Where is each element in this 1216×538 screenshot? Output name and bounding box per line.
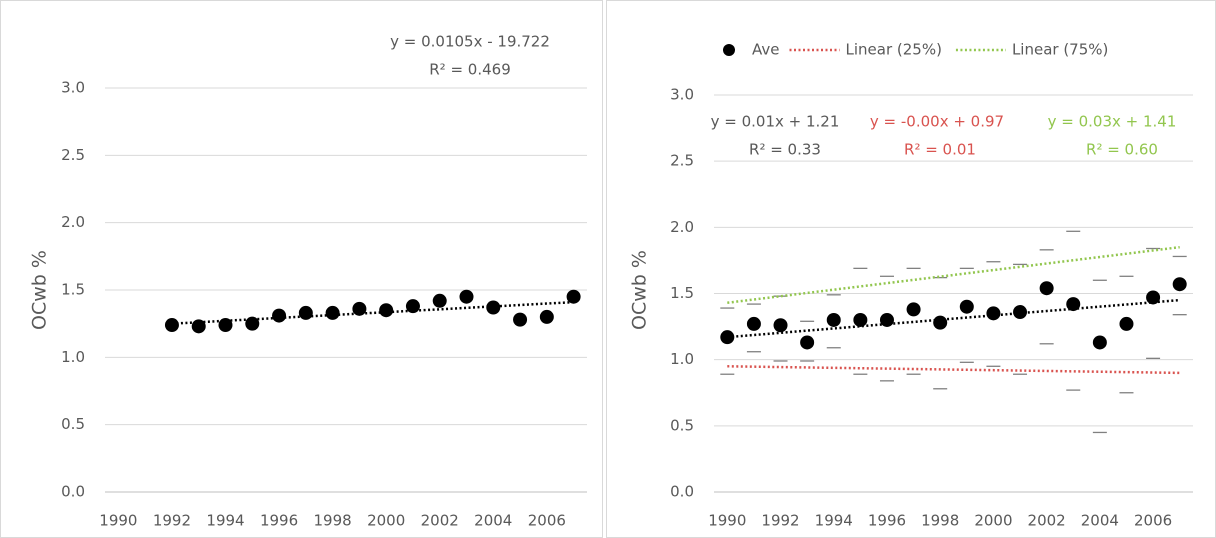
legend-marker bbox=[723, 44, 735, 56]
data-point bbox=[1013, 305, 1028, 320]
data-point bbox=[773, 318, 788, 333]
y-axis-title: OCwb % bbox=[29, 250, 51, 330]
legend-label: Linear (25%) bbox=[846, 41, 942, 59]
x-tick-label: 2006 bbox=[1134, 512, 1172, 530]
x-tick-label: 2004 bbox=[474, 512, 512, 530]
x-tick-label: 1996 bbox=[260, 512, 298, 530]
x-tick-label: 2000 bbox=[367, 512, 405, 530]
data-point bbox=[325, 305, 340, 320]
data-point bbox=[746, 316, 761, 331]
x-tick-label: 1990 bbox=[99, 512, 137, 530]
data-point bbox=[1039, 281, 1054, 296]
x-tick-label: 2002 bbox=[1028, 512, 1066, 530]
data-point bbox=[800, 335, 815, 350]
data-point bbox=[566, 289, 581, 304]
y-tick-label: 0.5 bbox=[670, 416, 694, 434]
data-point bbox=[879, 312, 894, 327]
trendline bbox=[727, 365, 1180, 375]
data-point bbox=[432, 293, 447, 308]
y-tick-label: 3.0 bbox=[61, 79, 85, 97]
x-tick-label: 2000 bbox=[974, 512, 1012, 530]
data-point bbox=[906, 302, 921, 317]
data-point bbox=[1092, 335, 1107, 350]
data-point bbox=[352, 301, 367, 316]
x-tick-label: 1998 bbox=[921, 512, 959, 530]
data-point bbox=[298, 305, 313, 320]
legend-label: Linear (75%) bbox=[1012, 41, 1108, 59]
trendline bbox=[727, 298, 1180, 339]
trendline-r-squared: R² = 0.60 bbox=[1086, 141, 1158, 159]
trendline-r-squared: R² = 0.469 bbox=[429, 61, 510, 79]
data-point bbox=[959, 299, 974, 314]
y-tick-label: 2.5 bbox=[61, 146, 85, 164]
data-point bbox=[272, 308, 287, 323]
data-point bbox=[379, 303, 394, 318]
trendline-equation: y = 0.03x + 1.41 bbox=[1048, 113, 1177, 131]
x-tick-label: 2002 bbox=[421, 512, 459, 530]
data-point bbox=[459, 289, 474, 304]
trendline-r-squared: R² = 0.01 bbox=[904, 141, 976, 159]
x-tick-label: 1992 bbox=[761, 512, 799, 530]
trendline-equation: y = -0.00x + 0.97 bbox=[870, 113, 1004, 131]
data-point bbox=[853, 312, 868, 327]
x-tick-label: 1998 bbox=[314, 512, 352, 530]
trendline-equation: y = 0.01x + 1.21 bbox=[711, 113, 840, 131]
x-tick-label: 1992 bbox=[153, 512, 191, 530]
data-point bbox=[539, 309, 554, 324]
trendline bbox=[727, 245, 1180, 305]
y-tick-label: 1.0 bbox=[670, 350, 694, 368]
x-tick-label: 1994 bbox=[815, 512, 853, 530]
y-tick-label: 0.0 bbox=[670, 483, 694, 501]
x-tick-label: 1994 bbox=[206, 512, 244, 530]
data-point bbox=[826, 312, 841, 327]
data-point bbox=[218, 318, 233, 333]
y-tick-label: 2.0 bbox=[670, 218, 694, 236]
data-point bbox=[933, 315, 948, 330]
y-tick-label: 0.5 bbox=[61, 415, 85, 433]
data-point bbox=[1119, 316, 1134, 331]
data-point bbox=[405, 299, 420, 314]
y-tick-label: 2.5 bbox=[670, 152, 694, 170]
data-point bbox=[164, 318, 179, 333]
data-point bbox=[191, 319, 206, 334]
y-tick-label: 1.5 bbox=[670, 284, 694, 302]
y-tick-label: 3.0 bbox=[670, 86, 694, 104]
x-tick-label: 1990 bbox=[708, 512, 746, 530]
data-point bbox=[1146, 290, 1161, 305]
left-panel bbox=[0, 0, 603, 538]
y-tick-label: 1.5 bbox=[61, 281, 85, 299]
data-point bbox=[720, 330, 735, 345]
x-tick-label: 2004 bbox=[1081, 512, 1119, 530]
y-tick-label: 2.0 bbox=[61, 213, 85, 231]
y-axis-title: OCwb % bbox=[629, 250, 651, 330]
data-point bbox=[486, 300, 501, 315]
trendline-equation: y = 0.0105x - 19.722 bbox=[390, 33, 550, 51]
y-tick-label: 0.0 bbox=[61, 483, 85, 501]
data-point bbox=[245, 316, 260, 331]
data-point bbox=[513, 312, 528, 327]
data-point bbox=[1172, 277, 1187, 292]
y-tick-label: 1.0 bbox=[61, 348, 85, 366]
data-point bbox=[1066, 297, 1081, 312]
legend-label: Ave bbox=[752, 41, 780, 59]
data-point bbox=[986, 306, 1001, 321]
x-tick-label: 1996 bbox=[868, 512, 906, 530]
trendline-r-squared: R² = 0.33 bbox=[749, 141, 821, 159]
x-tick-label: 2006 bbox=[528, 512, 566, 530]
